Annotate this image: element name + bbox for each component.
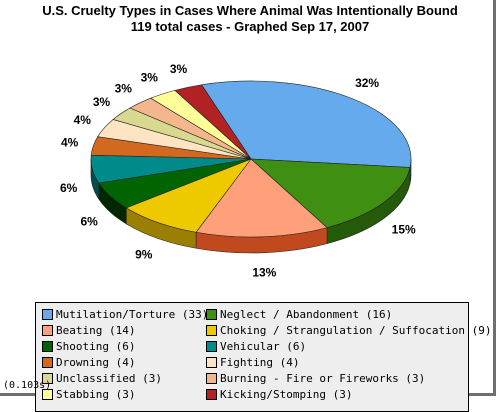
legend-label: Burning - Fire or Fireworks (3) — [220, 371, 426, 385]
legend-swatch — [42, 340, 53, 352]
pie-pct-label-9: 3% — [115, 81, 133, 95]
legend-swatch — [42, 324, 53, 336]
legend-label: Vehicular (6) — [220, 339, 307, 353]
legend-item: Neglect / Abandonment (16) — [206, 306, 392, 322]
pie-slice-11 — [174, 84, 252, 160]
legend-swatch — [206, 308, 217, 320]
legend-item: Mutilation/Torture (33) — [42, 306, 208, 322]
pie-pct-label-5: 6% — [60, 181, 78, 195]
legend-swatch — [206, 324, 217, 336]
legend-swatch — [42, 388, 53, 400]
pie-pct-label-10: 3% — [141, 70, 159, 84]
pie-pct-label-7: 4% — [74, 113, 92, 127]
legend-swatch — [206, 340, 217, 352]
legend-swatch — [206, 356, 217, 368]
pie-pct-label-3: 9% — [135, 248, 153, 262]
legend-label: Mutilation/Torture (33) — [56, 307, 209, 321]
pie-slice-3 — [125, 158, 252, 233]
legend-item: Choking / Strangulation / Suffocation (9… — [206, 322, 492, 338]
pie-pct-label-11: 3% — [170, 62, 188, 76]
legend-label: Choking / Strangulation / Suffocation (9… — [220, 323, 492, 337]
legend-item: Kicking/Stomping (3) — [206, 386, 352, 402]
legend-item: Vehicular (6) — [206, 338, 306, 354]
pie-pct-label-6: 4% — [61, 136, 79, 150]
legend-swatch — [206, 372, 217, 384]
pie-pct-label-8: 3% — [93, 95, 111, 109]
pie-pct-label-0: 32% — [355, 76, 379, 90]
pie-slice-1 — [250, 158, 411, 228]
legend-item: Drowning (4) — [42, 354, 135, 370]
chart-title: U.S. Cruelty Types in Cases Where Animal… — [42, 3, 458, 18]
legend-swatch — [206, 388, 217, 400]
pie-chart: 32%15%13%9%6%6%4%4%3%3%3%3% — [60, 62, 416, 280]
legend-swatch — [42, 356, 53, 368]
legend-label: Neglect / Abandonment (16) — [220, 307, 393, 321]
legend-label: Drowning (4) — [56, 355, 136, 369]
legend-label: Beating (14) — [56, 323, 136, 337]
pie-pct-label-2: 13% — [252, 266, 276, 280]
legend-label: Fighting (4) — [220, 355, 300, 369]
legend-item: Burning - Fire or Fireworks (3) — [206, 370, 425, 386]
chart-subtitle: 119 total cases - Graphed Sep 17, 2007 — [130, 19, 370, 34]
pie-slice-0 — [201, 80, 412, 168]
pie-slice-2 — [195, 158, 328, 238]
legend-item: Stabbing (3) — [42, 386, 135, 402]
legend-swatch — [42, 372, 53, 384]
pie-pct-label-1: 15% — [392, 223, 416, 237]
legend-label: Unclassified (3) — [56, 371, 162, 385]
legend-label: Stabbing (3) — [56, 387, 136, 401]
coordinate-readout: (0.103s) — [3, 380, 52, 391]
legend-swatch — [42, 308, 53, 320]
legend-item: Shooting (6) — [42, 338, 135, 354]
chart-legend: Mutilation/Torture (33) Neglect / Abandon… — [35, 302, 492, 412]
legend-label: Kicking/Stomping (3) — [220, 387, 353, 401]
legend-label: Shooting (6) — [56, 339, 136, 353]
pie-pct-label-4: 6% — [80, 215, 98, 229]
legend-item: Unclassified (3) — [42, 370, 162, 386]
legend-item: Beating (14) — [42, 322, 135, 338]
legend-item: Fighting (4) — [206, 354, 299, 370]
